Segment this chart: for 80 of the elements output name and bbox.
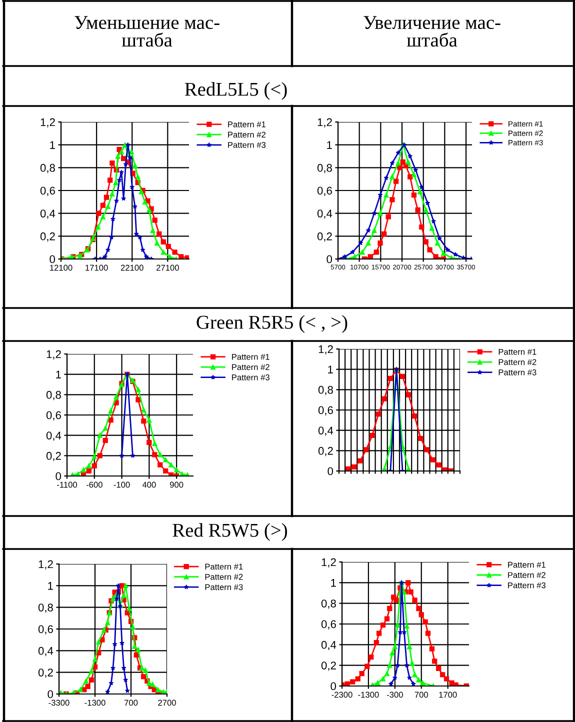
y-tick-label: 0,8 [317,164,332,174]
x-tick-label: 2700 [158,700,176,706]
y-tick-label: 1 [48,582,53,590]
x-tick-label: -300 [386,692,403,698]
legend-label: Pattern #2 [498,359,536,366]
y-tick-label: 0,8 [40,164,55,174]
legend-label: Pattern #3 [228,142,266,148]
legend-label: Pattern #1 [205,564,243,570]
y-tick-label: 0,6 [40,186,55,196]
y-tick-label: 0,4 [46,432,62,441]
x-tick-label: 400 [142,482,156,488]
legend-label: Pattern #3 [232,374,270,380]
text: RedL5L5 (<) [184,82,287,100]
x-tick-label: 700 [414,692,428,698]
y-tick-label: 0 [48,690,54,698]
legend-label: Pattern #2 [508,572,546,578]
y-tick-label: 0 [56,472,62,480]
y-tick-label: 1,2 [38,560,53,570]
y-tick-label: 0,2 [317,232,332,242]
x-tick-label: -1300 [84,700,106,706]
x-tick-label: -3300 [48,700,70,706]
y-tick-label: 0,4 [321,640,336,650]
y-tick-label: 1,2 [46,350,61,360]
y-tick-label: 1,2 [318,345,333,354]
legend-label: Pattern #1 [228,122,266,128]
legend-label: Pattern #1 [498,348,536,355]
x-tick-label: 1700 [439,692,457,698]
legend-label: Pattern #1 [232,354,270,360]
legend-label: Pattern #3 [508,582,546,588]
y-tick-label: 0,8 [318,386,333,396]
y-tick-label: 0 [330,682,336,690]
y-tick-label: 1,2 [40,118,55,128]
y-tick-label: 0,4 [40,210,56,219]
x-tick-label: 22100 [120,264,144,271]
y-tick-label: 1,2 [322,558,336,568]
legend-label: Pattern #2 [205,574,243,580]
y-tick-label: 0,8 [46,390,61,400]
y-tick-label: 0,6 [318,406,333,416]
text: Green R5R5 (< , >) [196,315,348,333]
y-tick-label: 0,6 [317,186,332,196]
y-tick-label: 1 [328,366,333,374]
y-tick-label: 0,2 [40,232,55,242]
x-tick-label: -1300 [358,692,379,698]
text: Red R5W5 (>) [172,523,288,541]
x-tick-label: 900 [170,482,184,488]
y-tick-label: 0,8 [321,600,336,609]
y-tick-label: 1 [50,141,55,149]
x-tick-label: -600 [86,482,102,488]
x-tick-label: -1100 [57,482,78,488]
y-tick-label: 0,2 [321,662,336,671]
y-tick-label: 0,6 [38,625,53,634]
y-tick-label: 0,2 [38,668,53,678]
legend-label: Pattern #2 [228,132,266,138]
y-tick-label: 0,4 [38,646,54,656]
text: Уменьшение мас- штаба [74,16,220,47]
legend-label: Pattern #2 [232,364,270,370]
y-tick-label: 0,4 [317,210,332,219]
y-tick-label: 0,4 [318,426,334,436]
legend-label: Pattern #3 [205,584,243,590]
legend-label: Pattern #3 [498,369,536,376]
y-tick-label: 0,8 [38,604,53,613]
y-tick-label: 0 [326,255,332,264]
x-tick-label: 700 [124,700,138,706]
x-tick-label: 17100 [86,264,108,271]
y-tick-label: 0,6 [46,411,61,420]
text: Увеличение мас- штаба [364,16,500,47]
x-tick-label: -2300 [332,692,352,698]
y-tick-label: 1 [56,370,61,378]
y-tick-label: 1 [327,141,332,149]
y-tick-label: 1 [331,579,336,587]
x-tick-label: 12100 [50,264,72,271]
y-tick-label: 0,2 [318,446,333,456]
x-tick-label: -100 [114,482,130,488]
y-tick-label: 1,2 [318,118,332,128]
y-tick-label: 0,2 [46,452,61,462]
legend-label: Pattern #1 [508,562,546,568]
y-tick-label: 0 [328,467,334,476]
x-tick-label: 27100 [156,264,179,271]
y-tick-label: 0 [50,255,56,264]
y-tick-label: 0,6 [321,620,336,630]
